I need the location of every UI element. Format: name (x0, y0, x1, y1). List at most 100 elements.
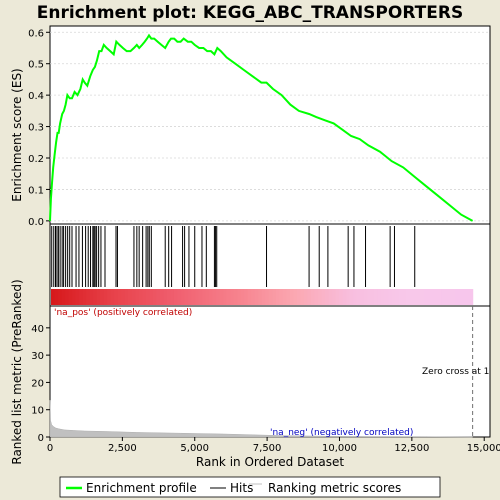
gradient-segment (426, 289, 432, 305)
x-tick-label: 0 (47, 443, 53, 454)
gradient-segment (458, 289, 463, 305)
gradient-segment (254, 289, 259, 305)
gradient-segment (51, 289, 56, 305)
gradient-segment (240, 289, 245, 305)
gradient-segment (286, 289, 291, 305)
gradient-segment (328, 289, 333, 305)
es-grid (50, 31, 490, 222)
metric-tick-label: 30 (31, 351, 44, 362)
es-tick-label: 0.0 (28, 217, 44, 228)
gradient-segment (86, 289, 91, 305)
gradient-segment (377, 289, 382, 305)
gradient-segment (96, 289, 101, 305)
gradient-segment (159, 289, 165, 305)
gradient-segment (437, 289, 442, 305)
gradient-segment (110, 289, 115, 305)
gradient-segment (149, 289, 154, 305)
es-panel (49, 25, 491, 225)
legend-box (59, 476, 441, 498)
legend-item-ranking: Ranking metric scores (249, 481, 401, 495)
gradient-segment (223, 289, 228, 305)
gradient-segment (307, 289, 312, 305)
gradient-segment (61, 289, 66, 305)
gradient-segment (247, 289, 252, 305)
gradient-segment (405, 289, 410, 305)
gradient-segment (261, 289, 266, 305)
gradient-segment (332, 289, 337, 305)
gradient-segment (89, 289, 94, 305)
gradient-segment (65, 289, 70, 305)
gradient-segment (103, 289, 108, 305)
es-tick-label: 0.3 (28, 123, 44, 134)
gradient-segment (244, 289, 249, 305)
gradient-segment (272, 289, 277, 305)
pos-label: 'na_pos' (positively correlated) (54, 308, 192, 318)
gradient-segment (423, 289, 428, 305)
gradient-segment (114, 289, 119, 305)
gradient-segment (349, 289, 354, 305)
gradient-segment (268, 289, 273, 305)
metric-tick-label: 0 (38, 433, 44, 444)
gradient-segment (142, 289, 147, 305)
gradient-segment (279, 289, 284, 305)
es-tick-label: 0.1 (28, 185, 44, 196)
gradient-segment (342, 289, 347, 305)
x-ticks: 0 2,500 5,000 7,500 10,000 12,500 15,000 (47, 437, 500, 454)
gradient-segment (226, 289, 231, 305)
gradient-segment (230, 289, 235, 305)
gradient-segment (367, 289, 372, 305)
gradient-segment (275, 289, 280, 305)
gradient-segment (166, 289, 172, 305)
metric-ylabel: Ranked list metric (PreRanked) (10, 279, 24, 464)
gradient-segment (131, 289, 136, 305)
gradient-segment (353, 289, 358, 305)
gradient-segment (356, 289, 361, 305)
gradient-segment (156, 289, 161, 305)
gradient-segment (374, 289, 379, 305)
gradient-segment (68, 289, 73, 305)
chart-title: Enrichment plot: KEGG_ABC_TRANSPORTERS (37, 3, 463, 23)
es-tick-label: 0.4 (28, 91, 44, 102)
legend-item-hits: Hits (210, 481, 253, 495)
gradient-segment (444, 289, 449, 305)
gradient-segment (173, 289, 179, 305)
hit-marks (51, 226, 416, 287)
metric-tick-label: 20 (31, 378, 44, 389)
gradient-segment (455, 289, 460, 305)
gradient-segment (412, 289, 418, 305)
gradient-segment (195, 289, 200, 305)
gradient-segment (191, 289, 196, 305)
gradient-segment (360, 289, 365, 305)
legend-label-ranking: Ranking metric scores (268, 481, 401, 495)
gradient-segment (184, 289, 189, 305)
gradient-segment (381, 289, 386, 305)
gradient-segment (170, 289, 175, 305)
gradient-segment (219, 289, 224, 305)
gradient-segment (398, 289, 403, 305)
gradient-segment (318, 289, 323, 305)
metric-tick-label: 10 (31, 406, 44, 417)
gradient-segment (124, 289, 129, 305)
gradient-segment (363, 289, 368, 305)
zero-cross-label: Zero cross at 1 (422, 367, 489, 377)
gradient-segment (314, 289, 319, 305)
gradient-segment (117, 289, 122, 305)
neg-label: 'na_neg' (negatively correlated) (270, 428, 413, 438)
gradient-segment (128, 289, 133, 305)
x-tick-label: 10,000 (322, 443, 357, 454)
x-tick-label: 15,000 (467, 443, 500, 454)
gradient-segment (416, 289, 421, 305)
x-tick-label: 2,500 (108, 443, 137, 454)
gradient-segment (346, 289, 351, 305)
ranking-metric-area (49, 400, 473, 438)
gradient-segment (469, 289, 474, 305)
x-tick-label: 5,000 (180, 443, 209, 454)
gradient-segment (325, 289, 330, 305)
legend-label-hits: Hits (230, 481, 253, 495)
gradient-segment (282, 289, 288, 305)
gradient-segment (339, 289, 344, 305)
gradient-segment (441, 289, 446, 305)
legend-label-enrichment: Enrichment profile (86, 481, 197, 495)
gradient-segment (145, 289, 150, 305)
